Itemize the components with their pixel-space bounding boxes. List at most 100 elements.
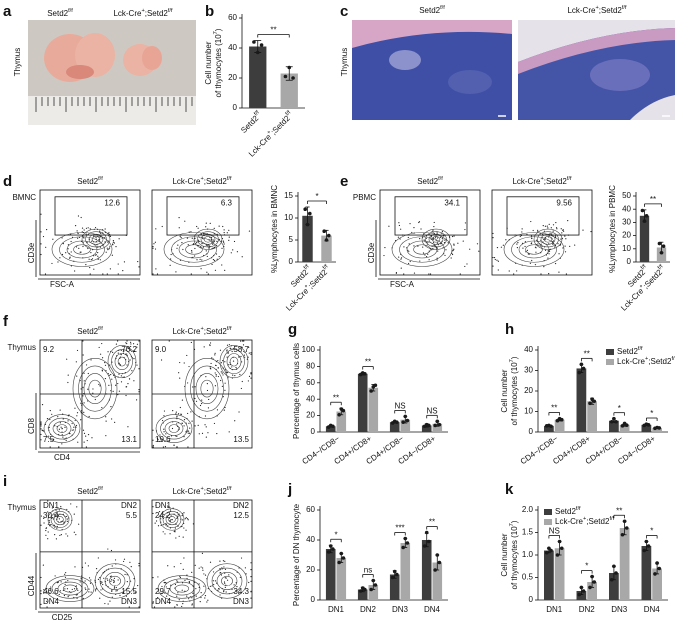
event-dot	[155, 268, 157, 270]
event-dot	[202, 567, 204, 569]
event-dot	[223, 231, 225, 234]
event-dot	[133, 358, 135, 360]
event-dot	[494, 258, 496, 261]
event-dot	[205, 222, 207, 224]
event-dot	[241, 380, 243, 383]
event-dot	[222, 374, 224, 376]
y-axis-label: Percentage of DN thymocyte	[292, 503, 301, 606]
event-dot	[123, 350, 125, 352]
event-dot	[221, 567, 223, 569]
event-dot	[224, 586, 226, 588]
event-dot	[60, 534, 62, 536]
text-span: Lck-Cre	[617, 357, 646, 366]
event-dot	[395, 272, 397, 274]
event-dot	[163, 415, 165, 417]
superscript: +	[540, 176, 543, 182]
quadrant-percentage: 13.1	[121, 435, 137, 444]
event-dot	[133, 350, 136, 352]
event-dot	[176, 446, 178, 448]
event-dot	[543, 230, 545, 232]
bar	[321, 235, 332, 262]
contour	[200, 233, 216, 245]
event-dot	[530, 235, 533, 237]
contour	[195, 373, 219, 405]
superscript: 7	[213, 31, 219, 34]
side-label: Thymus	[340, 48, 349, 76]
event-dot	[50, 523, 52, 526]
event-dot	[433, 225, 435, 228]
quadrant-percentage: 9.0	[155, 345, 167, 354]
event-dot	[552, 240, 555, 242]
event-dot	[110, 390, 112, 392]
event-dot	[107, 351, 109, 353]
data-point	[557, 539, 562, 544]
event-dot	[114, 559, 117, 561]
text-span: Lck-Cre	[512, 177, 541, 186]
event-dot	[82, 597, 84, 600]
event-dot	[452, 249, 454, 251]
data-point	[559, 546, 564, 551]
event-dot	[103, 577, 105, 579]
event-dot	[547, 250, 549, 252]
event-dot	[220, 574, 223, 576]
event-dot	[109, 245, 111, 247]
event-dot	[224, 560, 226, 562]
axis-label: FSC-A	[390, 280, 415, 289]
event-dot	[57, 446, 60, 448]
event-dot	[464, 222, 467, 224]
event-dot	[99, 353, 102, 355]
axis-label: CD8	[27, 417, 36, 434]
event-dot	[154, 241, 156, 243]
significance-label: **	[333, 393, 339, 402]
event-dot	[110, 580, 112, 582]
bar	[325, 549, 336, 600]
event-dot	[83, 441, 85, 443]
event-dot	[407, 249, 409, 251]
contour	[168, 516, 176, 523]
event-dot	[188, 581, 190, 584]
contour	[197, 231, 219, 248]
text-span: %Lymphocytes in BMNC	[270, 185, 279, 273]
text-span: Setd2	[77, 177, 98, 186]
event-dot	[194, 247, 196, 250]
event-dot	[95, 568, 98, 570]
contour	[160, 417, 188, 440]
event-dot	[175, 411, 177, 413]
event-dot	[75, 246, 78, 248]
event-dot	[117, 273, 119, 275]
significance-label: NS	[549, 527, 560, 536]
image-title: Lck-Cre+;Setd2f/f	[567, 5, 627, 15]
event-dot	[66, 518, 69, 520]
text-span: Lck-Cre	[555, 517, 584, 526]
data-point	[283, 74, 288, 79]
event-dot	[218, 225, 220, 227]
event-dot	[82, 386, 84, 388]
quadrant-percentage: 34.3	[233, 587, 249, 596]
event-dot	[176, 517, 178, 519]
event-dot	[176, 416, 178, 418]
event-dot	[83, 411, 85, 414]
event-dot	[228, 574, 230, 576]
superscript: +	[200, 326, 203, 332]
contour	[171, 236, 217, 263]
contour	[104, 572, 126, 590]
event-dot	[413, 272, 416, 274]
event-dot	[105, 416, 107, 418]
event-dot	[560, 238, 562, 240]
event-dot	[48, 519, 50, 522]
event-dot	[40, 231, 42, 233]
event-dot	[40, 576, 42, 579]
tissue-edge	[352, 20, 512, 48]
event-dot	[59, 590, 62, 592]
text-span: %Lymphocytes in PBMC	[608, 185, 617, 273]
data-point	[433, 568, 437, 572]
event-dot	[152, 439, 154, 441]
significance-label: *	[618, 404, 621, 413]
event-dot	[64, 588, 66, 590]
event-dot	[165, 586, 167, 588]
event-dot	[250, 352, 252, 354]
event-dot	[562, 230, 565, 232]
event-dot	[107, 548, 109, 550]
event-dot	[214, 385, 217, 387]
event-dot	[40, 428, 42, 430]
